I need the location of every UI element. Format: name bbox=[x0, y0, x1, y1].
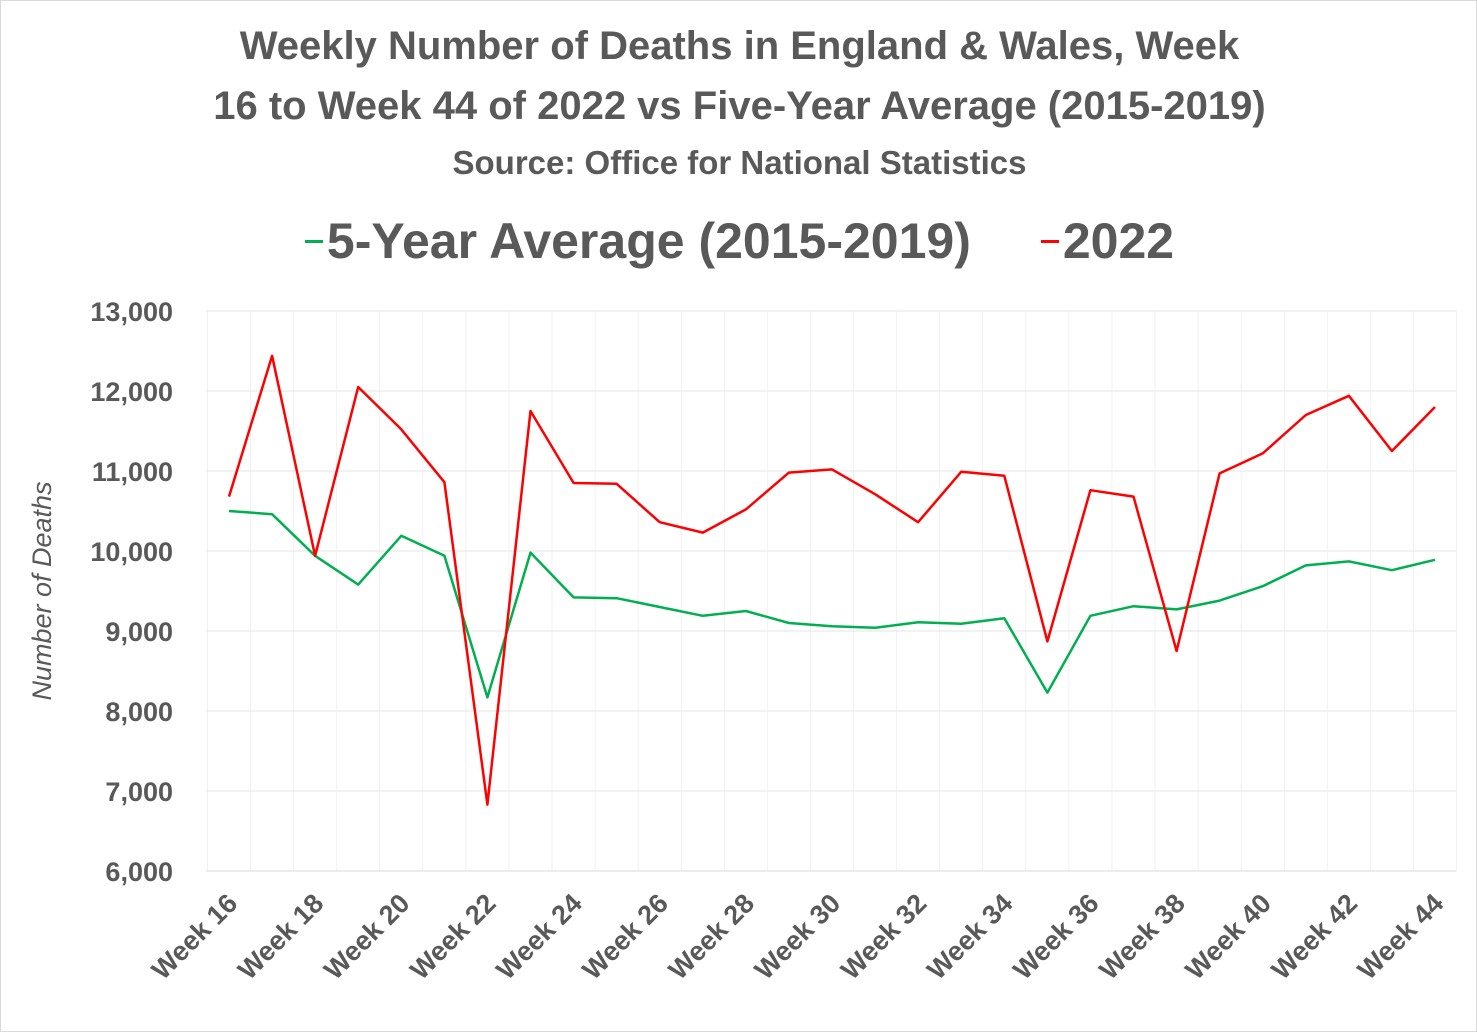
x-tick-label: Week 28 bbox=[663, 888, 760, 985]
x-tick-label: Week 20 bbox=[318, 888, 415, 985]
y-tick-label: 6,000 bbox=[105, 857, 173, 887]
x-tick-label: Week 30 bbox=[749, 888, 846, 985]
y-tick-label: 10,000 bbox=[90, 537, 173, 567]
x-tick-label: Week 42 bbox=[1266, 888, 1363, 985]
y-tick-label: 11,000 bbox=[92, 457, 173, 487]
x-tick-label: Week 18 bbox=[232, 888, 329, 985]
legend-swatch-average bbox=[304, 239, 323, 243]
x-tick-label: Week 32 bbox=[835, 888, 932, 985]
x-tick-label: Week 26 bbox=[577, 888, 674, 985]
chart-subtitle: Source: Office for National Statistics bbox=[452, 144, 1027, 181]
y-axis-label: Number of Deaths bbox=[27, 481, 57, 700]
x-tick-label: Week 24 bbox=[491, 888, 588, 985]
x-tick-label: Week 38 bbox=[1094, 888, 1191, 985]
legend-label-average: 5-Year Average (2015-2019) bbox=[326, 213, 971, 269]
x-tick-label: Week 22 bbox=[404, 888, 501, 985]
y-tick-label: 8,000 bbox=[105, 697, 173, 727]
legend-swatch-2022 bbox=[1040, 239, 1059, 243]
y-tick-label: 9,000 bbox=[105, 617, 173, 647]
y-axis-ticks: 6,000 7,000 8,000 9,000 10,000 11,000 12,000 13… bbox=[90, 297, 173, 887]
chart-title-line-2: 16 to Week 44 of 2022 vs Five-Year Avera… bbox=[213, 84, 1266, 128]
series-line-5-year-average bbox=[228, 509, 1436, 699]
series-line-2022 bbox=[227, 354, 1436, 806]
y-tick-label: 13,000 bbox=[90, 297, 173, 327]
legend-label-2022: 2022 bbox=[1062, 213, 1175, 269]
y-tick-label: 7,000 bbox=[105, 777, 173, 807]
x-tick-label: Week 40 bbox=[1180, 888, 1277, 985]
y-tick-label: 12,000 bbox=[90, 377, 173, 407]
legend: 5-Year Average (2015-2019) 2022 bbox=[1, 206, 1477, 276]
gridlines bbox=[206, 310, 1458, 872]
x-tick-label: Week 34 bbox=[921, 888, 1018, 985]
x-tick-label: Week 36 bbox=[1007, 888, 1104, 985]
x-tick-label: Week 16 bbox=[146, 888, 243, 985]
legend-item-average: 5-Year Average (2015-2019) bbox=[304, 212, 971, 270]
legend-item-2022: 2022 bbox=[1040, 212, 1175, 270]
series-lines bbox=[227, 354, 1436, 806]
chart-title-line-1: Weekly Number of Deaths in England & Wal… bbox=[239, 24, 1240, 68]
x-tick-label: Week 44 bbox=[1352, 888, 1449, 985]
